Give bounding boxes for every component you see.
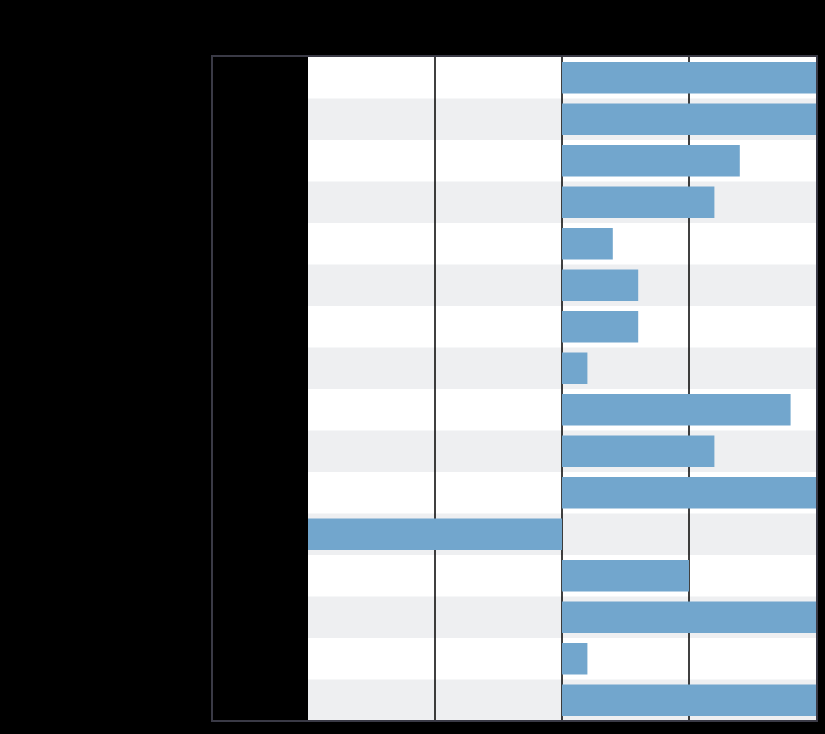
bar <box>562 601 816 633</box>
category-label-panel <box>212 56 308 721</box>
bar <box>562 684 816 716</box>
bar <box>562 62 816 94</box>
bar <box>562 145 740 177</box>
bar <box>562 103 816 135</box>
plot-frame <box>211 55 818 722</box>
bars <box>308 62 816 716</box>
bar <box>562 186 715 218</box>
bar <box>562 643 588 675</box>
bar <box>562 435 715 467</box>
bar <box>562 477 816 509</box>
bar <box>562 560 689 592</box>
bar <box>562 228 613 260</box>
bar <box>562 352 588 384</box>
bar <box>562 394 791 426</box>
bar <box>308 518 562 550</box>
bar <box>562 269 639 301</box>
bar <box>562 311 639 343</box>
